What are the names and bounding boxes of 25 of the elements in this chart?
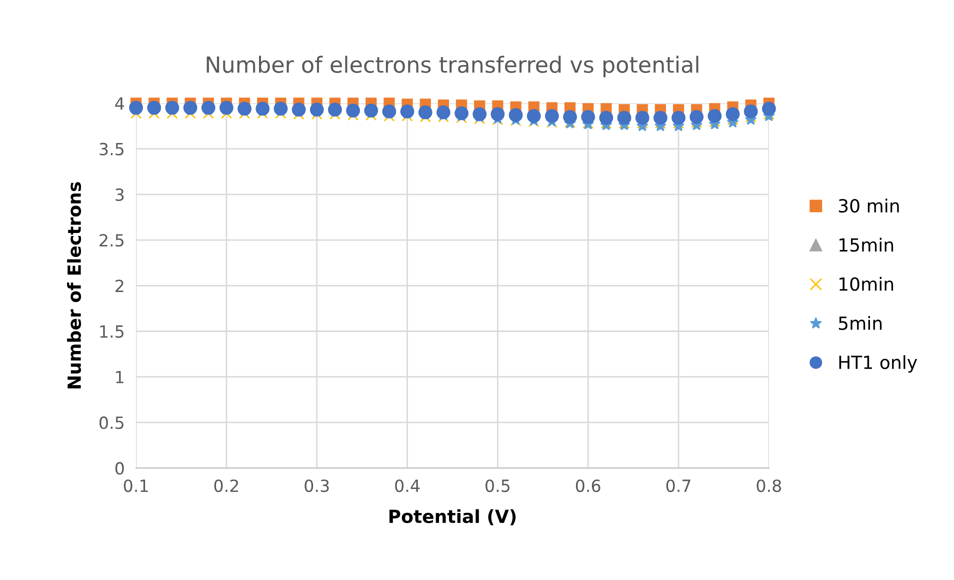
y-tick-label: 0 <box>115 462 124 475</box>
x-tick-label: 0.7 <box>666 479 690 492</box>
y-tick-label: 0.5 <box>100 416 124 430</box>
legend-label: 15min <box>840 238 894 252</box>
legend-label: 10min <box>840 276 894 291</box>
legend-label: 30 min <box>838 198 899 213</box>
y-axis-title: Number of Electrons <box>67 182 82 388</box>
x-tick-label: 0.3 <box>304 479 329 492</box>
y-tick-label: 3.5 <box>100 142 124 156</box>
x-tick-label: 0.1 <box>124 479 148 492</box>
x-tick-label: 0.5 <box>486 479 510 492</box>
x-axis-title: Potential (V) <box>389 509 516 526</box>
y-tick-label: 2 <box>116 280 124 292</box>
chart-title: Number of electrons transferred vs potential <box>206 56 698 78</box>
legend-label: 5min <box>838 316 882 330</box>
x-tick-label: 0.2 <box>214 479 238 492</box>
x-tick-label: 0.4 <box>395 479 420 492</box>
y-tick-label: 4 <box>115 97 124 110</box>
x-tick-label: 0.8 <box>756 479 782 492</box>
y-tick-label: 3 <box>116 188 124 202</box>
legend-label: HT1 only <box>839 355 918 373</box>
y-tick-label: 2.5 <box>100 234 124 247</box>
y-tick-label: 1.5 <box>100 325 124 338</box>
x-tick-label: 0.6 <box>576 479 600 492</box>
y-tick-label: 1 <box>116 371 124 384</box>
